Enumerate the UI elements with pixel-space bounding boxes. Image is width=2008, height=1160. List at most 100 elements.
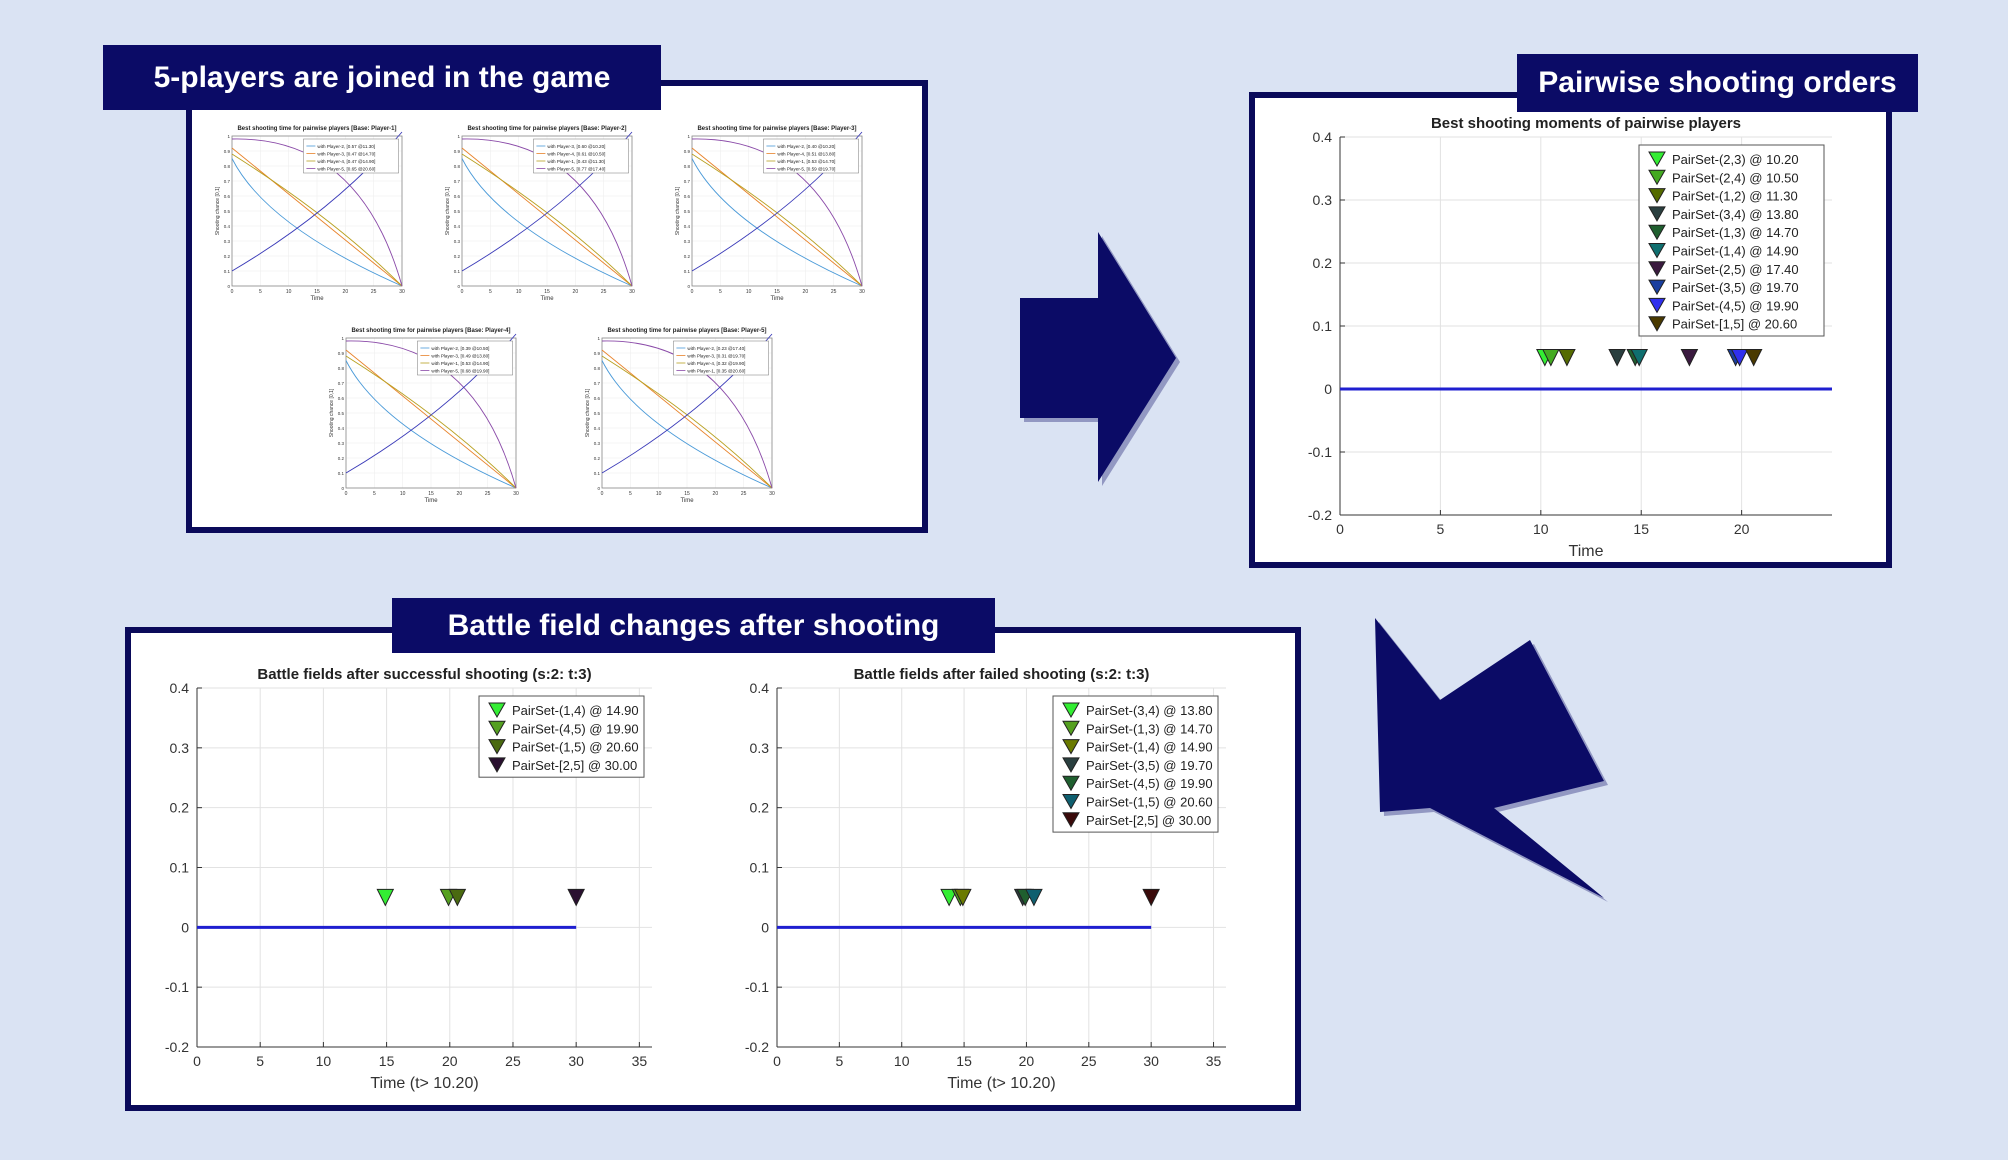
- y-tick-label: 0.4: [170, 680, 190, 696]
- x-tick-label: 10: [316, 1053, 332, 1069]
- thumb-ylabel: Shooting chance [0,1]: [585, 388, 591, 437]
- thumb-tick: 0.4: [594, 426, 601, 431]
- failed-shooting-chart: 0 5 10 15 20 25 30 35 0.4 0.3 0.2 0.1 0 -0.1 -0.2 Battl…: [745, 666, 1226, 1092]
- legend-marker: [1648, 297, 1666, 314]
- player-thumbnail: Best shooting time for pairwise players …: [215, 126, 405, 302]
- x-axis-label: Time (t> 10.20): [947, 1075, 1055, 1092]
- y-tick-label: 0: [1324, 381, 1332, 397]
- thumb-curve: [231, 153, 403, 287]
- legend-marker: [488, 720, 506, 737]
- legend-marker: [488, 757, 506, 773]
- thumb-tick: 0.9: [224, 149, 231, 154]
- thumb-tick: 0.5: [454, 209, 461, 214]
- thumb-legend-label: with Player-1, [0.35 @20.60]: [687, 369, 745, 374]
- thumb-curve: [461, 153, 633, 287]
- thumb-ylabel: Shooting chance [0,1]: [675, 186, 681, 235]
- thumb-tick: 0.9: [594, 351, 601, 356]
- thumb-legend-label: with Player-5, [0.68 @19.90]: [431, 369, 489, 374]
- x-tick-label: 10: [894, 1053, 910, 1069]
- legend-marker: [1648, 188, 1666, 204]
- thumb-tick: 0.6: [684, 194, 691, 199]
- thumb-curve: [691, 158, 863, 287]
- thumb-legend-label: with Player-1, [0.53 @14.90]: [431, 361, 489, 366]
- legend-marker: [488, 739, 506, 755]
- legend-marker: [1648, 243, 1666, 259]
- y-tick-label: -0.1: [745, 979, 769, 995]
- thumb-tick: 0.8: [454, 164, 461, 169]
- legend-label: PairSet-(1,3) @ 14.70: [1672, 225, 1799, 240]
- thumb-tick: 0.5: [338, 411, 345, 416]
- thumb-curve: [345, 360, 517, 489]
- thumb-tick: 0.7: [224, 179, 231, 184]
- thumb-tick: 15: [314, 289, 320, 295]
- y-tick-label: 0: [761, 919, 769, 935]
- chart-title: Battle fields after failed shooting (s:2…: [854, 666, 1150, 683]
- chart-title: Battle fields after successful shooting …: [257, 666, 591, 683]
- thumb-curve: [691, 138, 863, 287]
- thumb-ylabel: Shooting chance [0,1]: [445, 186, 451, 235]
- x-tick-label: 35: [632, 1053, 648, 1069]
- y-tick-label: 0.1: [750, 860, 770, 876]
- thumb-tick: 30: [859, 289, 865, 295]
- legend-marker: [1062, 775, 1080, 792]
- thumb-tick: 0.5: [684, 209, 691, 214]
- legend-label: PairSet-[1,5] @ 20.60: [1672, 317, 1797, 332]
- thumb-legend-label: with Player-3, [0.60 @10.20]: [547, 144, 605, 149]
- y-tick-label: -0.1: [165, 979, 189, 995]
- thumb-tick: 0.4: [684, 224, 691, 229]
- thumb-tick: 1: [597, 336, 600, 341]
- thumb-tick: 25: [371, 289, 377, 295]
- thumb-tick: 0.1: [454, 269, 461, 274]
- thumb-legend-label: with Player-2, [0.23 @17.40]: [687, 346, 745, 351]
- legend-label: PairSet-(2,4) @ 10.50: [1672, 170, 1799, 185]
- thumb-legend-label: with Player-2, [0.57 @11.30]: [317, 144, 375, 149]
- thumb-tick: 15: [774, 289, 780, 295]
- thumb-legend-label: with Player-2, [0.39 @10.50]: [431, 346, 489, 351]
- legend-box: [1638, 144, 1825, 337]
- thumb-tick: 25: [831, 289, 837, 295]
- thumb-legend-label: with Player-3, [0.31 @19.70]: [687, 354, 745, 359]
- thumb-tick: 0.3: [684, 239, 691, 244]
- thumb-tick: 0: [461, 289, 464, 295]
- thumb-curve: [691, 147, 863, 287]
- thumb-curve: [601, 355, 773, 489]
- thumb-axes: [461, 135, 633, 287]
- thumb-tick: 0.3: [594, 441, 601, 446]
- thumb-legend-box: [533, 138, 629, 174]
- thumb-curve: [345, 349, 517, 489]
- thumb-curve: [601, 349, 773, 489]
- x-tick-label: 0: [193, 1053, 201, 1069]
- thumb-tick: 0: [687, 284, 690, 289]
- thumb-legend-box: [673, 340, 769, 376]
- legend-label: PairSet-(1,5) @ 20.60: [512, 740, 639, 755]
- shot-marker: [567, 888, 585, 907]
- legend-label: PairSet-[2,5] @ 30.00: [1086, 813, 1211, 828]
- thumb-tick: 0: [227, 284, 230, 289]
- x-tick-label: 35: [1206, 1053, 1222, 1069]
- thumb-tick: 10: [516, 289, 522, 295]
- thumb-tick: 20: [803, 289, 809, 295]
- thumb-tick: 0.4: [224, 224, 231, 229]
- thumb-tick: 25: [485, 491, 491, 497]
- thumb-tick: 30: [399, 289, 405, 295]
- thumb-legend-label: with Player-4, [0.32 @19.90]: [687, 361, 745, 366]
- thumb-tick: 0.2: [224, 254, 231, 259]
- legend-label: PairSet-(1,4) @ 14.90: [1672, 244, 1799, 259]
- thumb-tick: 5: [629, 491, 632, 497]
- y-tick-label: -0.1: [1308, 444, 1332, 460]
- y-tick-label: 0.1: [1313, 318, 1333, 334]
- x-axis-label: Time: [1569, 543, 1604, 560]
- thumb-tick: 0.8: [594, 366, 601, 371]
- players-panel: Best shooting time for pairwise players …: [186, 80, 928, 533]
- thumb-legend-box: [763, 138, 859, 174]
- thumb-tick: 1: [457, 134, 460, 139]
- thumb-legend-label: with Player-1, [0.53 @14.70]: [777, 159, 835, 164]
- x-tick-label: 25: [505, 1053, 521, 1069]
- thumb-tick: 0.1: [338, 471, 345, 476]
- thumb-curve: [345, 355, 517, 489]
- thumb-tick: 5: [259, 289, 262, 295]
- thumb-curve: [231, 138, 403, 287]
- thumb-xlabel: Time: [424, 498, 438, 504]
- thumb-curve: [691, 153, 863, 287]
- thumb-curve: [461, 138, 633, 287]
